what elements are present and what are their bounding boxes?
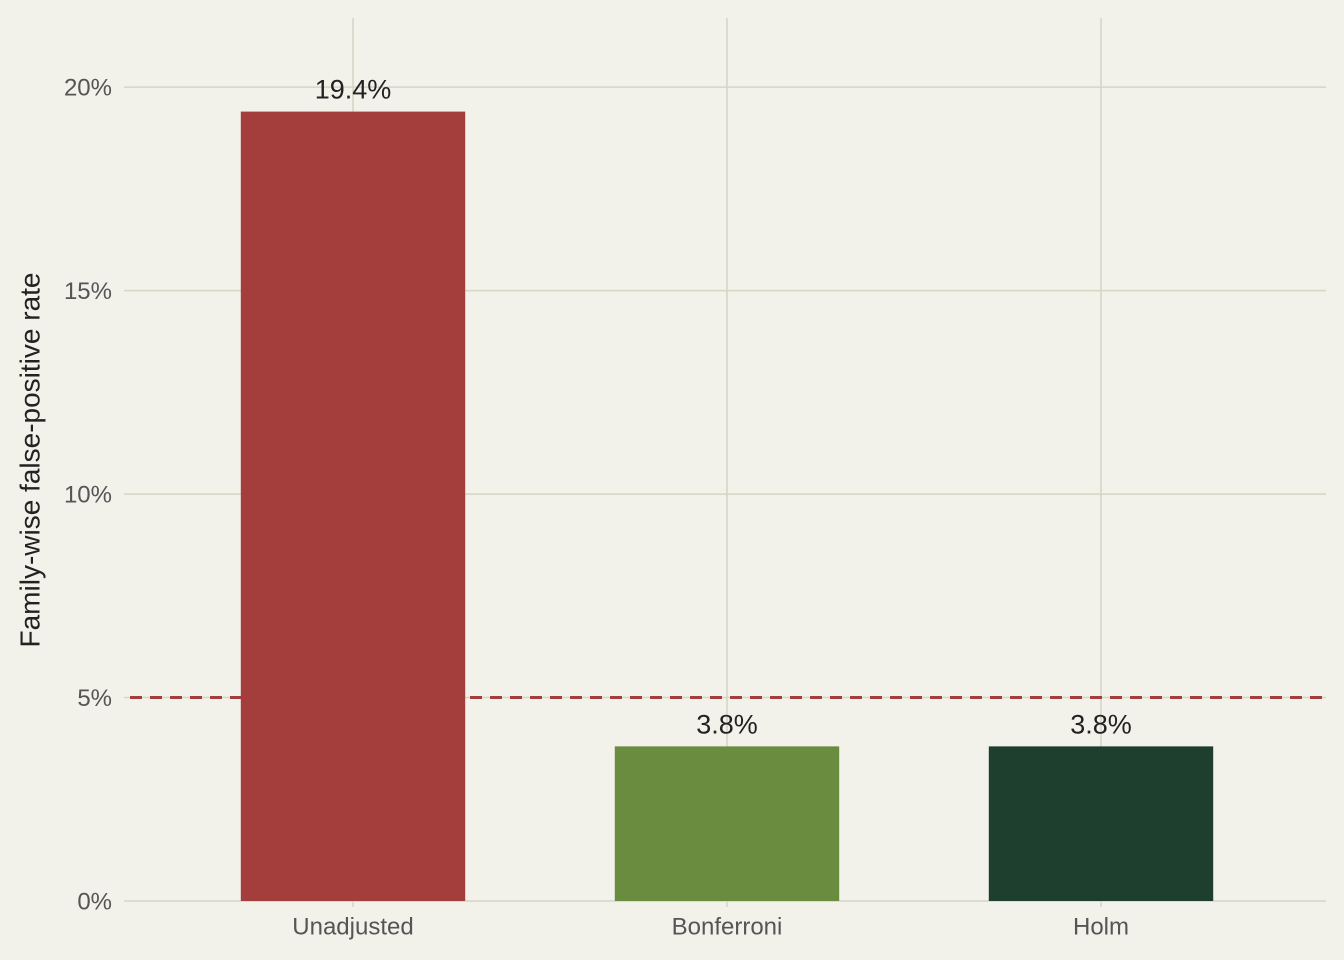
y-axis-label: Family-wise false-positive rate bbox=[14, 273, 45, 648]
y-tick-label: 5% bbox=[77, 685, 112, 712]
y-tick-label: 0% bbox=[77, 888, 112, 915]
y-tick-label: 20% bbox=[64, 75, 112, 102]
x-tick-label: Unadjusted bbox=[292, 913, 413, 940]
value-label: 3.8% bbox=[1070, 709, 1132, 739]
bar bbox=[614, 746, 840, 901]
value-label: 3.8% bbox=[696, 709, 758, 739]
value-label: 19.4% bbox=[315, 75, 392, 105]
y-tick-label: 15% bbox=[64, 278, 112, 305]
x-tick-label: Bonferroni bbox=[672, 913, 783, 940]
bar bbox=[988, 746, 1214, 901]
bar bbox=[240, 111, 466, 902]
x-tick-label: Holm bbox=[1073, 913, 1129, 940]
y-tick-label: 10% bbox=[64, 481, 112, 508]
